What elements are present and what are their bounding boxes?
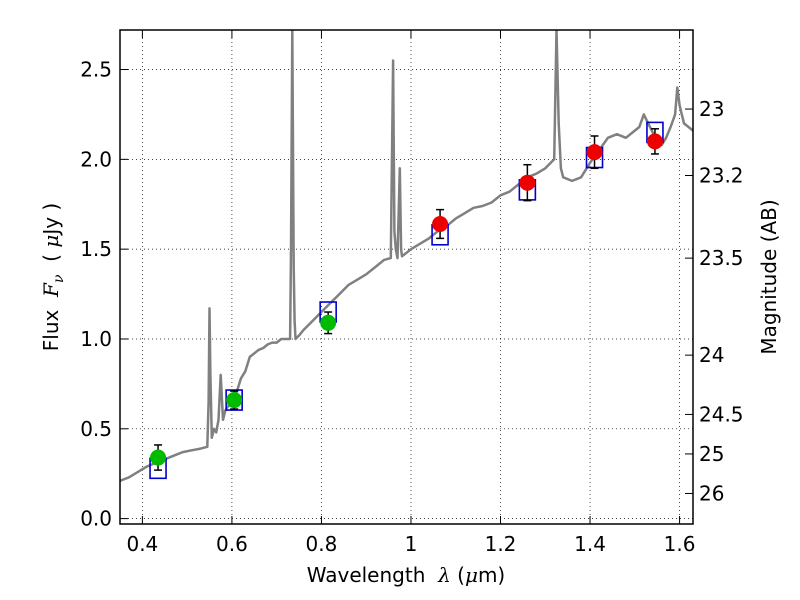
circle-marker <box>432 216 449 233</box>
x-tick-label: 0.6 <box>216 532 248 556</box>
y-tick-label: 0.5 <box>80 417 112 441</box>
y-tick-label: 1.0 <box>80 327 112 351</box>
observed-photometry-points <box>150 133 663 466</box>
y2-tick-label: 24.5 <box>699 402 744 426</box>
circle-marker <box>320 314 337 331</box>
x-tick-label: 0.4 <box>126 532 158 556</box>
circle-marker <box>519 174 536 191</box>
axis-ticks <box>120 30 693 524</box>
y2-tick-label: 23.2 <box>699 164 744 188</box>
y2-axis-label: Magnitude (AB) <box>757 199 781 354</box>
y2-tick-label: 26 <box>699 481 724 505</box>
axis-tick-labels: 0.4 0.6 0.8 1 1.2 1.4 1.6 0.0 0.5 1.0 1.5 2.0 2.5 23 2… <box>80 58 743 556</box>
y2-tick-label: 23 <box>699 97 724 121</box>
x-axis-label: Wavelength λ (μm) <box>307 563 506 587</box>
y2-tick-label: 23.5 <box>699 246 744 270</box>
x-tick-label: 1 <box>405 532 418 556</box>
circle-marker <box>586 144 603 161</box>
y-tick-label: 2.5 <box>80 58 112 82</box>
circle-marker <box>150 449 167 466</box>
y-tick-label: 1.5 <box>80 237 112 261</box>
x-tick-label: 1.6 <box>664 532 696 556</box>
y-axis-label: Flux Fν ( μJy ) <box>39 203 67 351</box>
circle-marker <box>646 133 663 150</box>
x-tick-label: 1.4 <box>574 532 606 556</box>
y-tick-label: 2.0 <box>80 147 112 171</box>
circle-marker <box>226 392 243 409</box>
plot-frame <box>119 29 694 525</box>
y2-tick-label: 24 <box>699 343 724 367</box>
x-tick-label: 0.8 <box>306 532 338 556</box>
y2-tick-label: 25 <box>699 442 724 466</box>
x-tick-label: 1.2 <box>485 532 517 556</box>
y-tick-label: 0.0 <box>80 507 112 531</box>
